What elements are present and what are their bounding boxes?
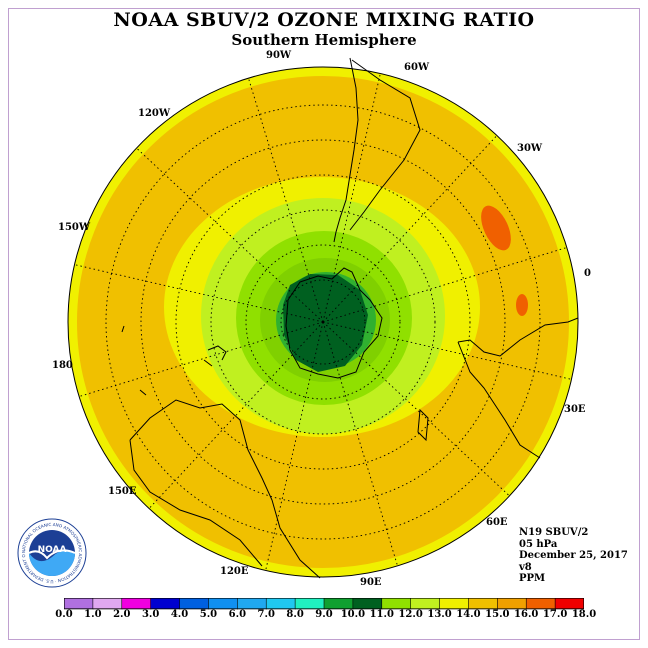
colorbar-swatch [294, 598, 325, 610]
colorbar-tick-label: 10.0 [340, 609, 366, 620]
colorbar-tick-label: 8.0 [286, 609, 304, 620]
colorbar-tick-label: 0.0 [55, 609, 73, 620]
level-label: 05 hPa [519, 538, 558, 550]
colorbar-tick-label: 12.0 [398, 609, 423, 620]
colorbar-swatch [237, 598, 267, 610]
colorbar-swatch [468, 598, 499, 610]
colorbar-swatch [121, 598, 152, 610]
longitude-label: 120W [138, 108, 171, 119]
high-patch-30w [481, 205, 511, 251]
noaa-logo: NOAA NATIONAL OCEANIC AND ATMOSPHERIC AD… [17, 518, 87, 588]
longitude-label: 60E [486, 517, 508, 528]
colorbar-swatch [208, 598, 239, 610]
colorbar-tick-label: 2.0 [113, 609, 131, 620]
version-label: v8 [519, 561, 532, 573]
colorbar-tick-label: 13.0 [427, 609, 452, 620]
colorbar-tick-label: 11.0 [369, 609, 394, 620]
colorbar-swatch [439, 598, 470, 610]
colorbar-swatch [410, 598, 441, 610]
longitude-label: 30W [517, 143, 543, 154]
colorbar-swatch [323, 598, 354, 610]
colorbar-swatch [179, 598, 210, 610]
colorbar-tick-label: 14.0 [456, 609, 481, 620]
page-subtitle: Southern Hemisphere [231, 31, 417, 49]
longitude-label: 30E [564, 404, 586, 415]
colorbar-swatch [554, 598, 584, 610]
colorbar-tick-label: 3.0 [141, 609, 160, 620]
graticule [74, 73, 572, 571]
colorbar-swatch [381, 598, 412, 610]
longitude-label: 180 [52, 360, 73, 371]
colorbar-tick-label: 18.0 [571, 609, 597, 620]
colorbar-swatch [265, 598, 296, 610]
colorbar-swatch [150, 598, 181, 610]
high-patch-0 [516, 294, 528, 316]
colorbar-swatch [525, 598, 556, 610]
logo-text: NOAA [38, 545, 67, 555]
colorbar-tick-label: 5.0 [199, 609, 218, 620]
satellite-label: N19 SBUV/2 [519, 527, 589, 538]
colorbar-tick-label: 9.0 [315, 609, 333, 620]
longitude-label: 90E [360, 577, 382, 588]
colorbar-swatch [92, 598, 123, 610]
longitude-label: 0 [584, 268, 591, 279]
colorbar-tick-label: 6.0 [228, 609, 247, 620]
colorbar-swatch [352, 598, 383, 610]
colorbar-tick-label: 17.0 [542, 609, 568, 620]
date-label: December 25, 2017 [519, 550, 628, 561]
page-title: NOAA SBUV/2 OZONE MIXING RATIO [113, 9, 535, 31]
longitude-label: 90W [266, 50, 292, 61]
coastlines [121, 57, 579, 579]
longitude-label: 120E [220, 566, 249, 577]
colorbar-tick-label: 16.0 [514, 609, 539, 620]
colorbar [64, 598, 584, 610]
longitude-label: 150W [58, 222, 91, 233]
metadata-block: N19 SBUV/2 05 hPa December 25, 2017 v8 P… [519, 527, 628, 585]
colorbar-tick-label: 1.0 [84, 609, 102, 620]
colorbar-swatch [497, 598, 527, 610]
longitude-label: 150E [108, 486, 137, 497]
longitude-label: 60W [404, 62, 430, 73]
map-boundary [67, 66, 579, 578]
colorbar-tick-label: 4.0 [170, 609, 189, 620]
colorbar-tick-label: 7.0 [257, 609, 275, 620]
colorbar-tick-label: 15.0 [485, 609, 510, 620]
colorbar-swatch [64, 598, 94, 610]
band-8-9 [283, 274, 368, 372]
units-label: PPM [519, 573, 546, 584]
